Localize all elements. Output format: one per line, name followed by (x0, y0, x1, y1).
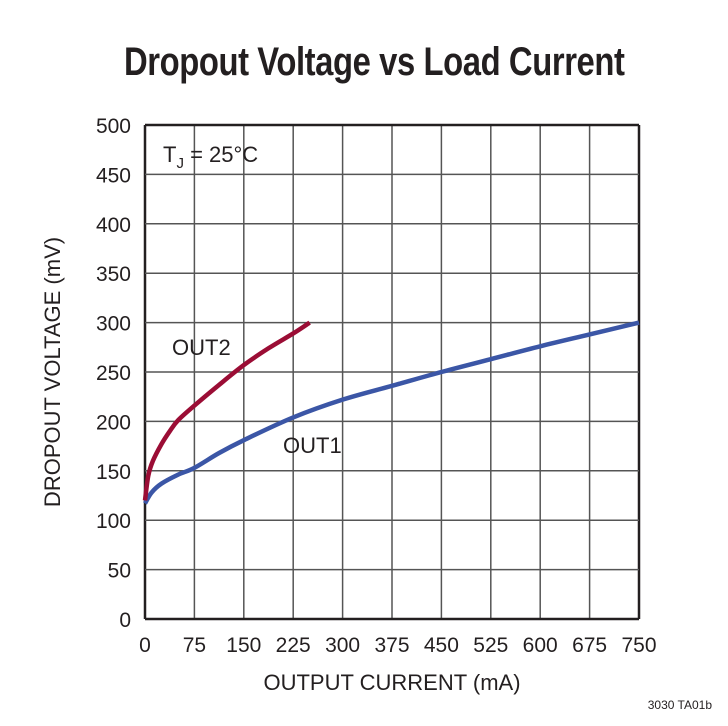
series-label-out1: OUT1 (283, 433, 342, 458)
y-tick-label: 400 (96, 214, 131, 237)
y-tick-label: 500 (96, 115, 131, 138)
y-tick-label: 450 (96, 164, 131, 187)
x-tick-label: 675 (572, 634, 607, 657)
y-axis-label: DROPOUT VOLTAGE (mV) (40, 237, 65, 507)
x-tick-label: 750 (621, 634, 656, 657)
x-tick-label: 0 (139, 634, 151, 657)
y-tick-label: 200 (96, 411, 131, 434)
figure-code: 3030 TA01b (647, 698, 712, 712)
x-tick-label: 600 (523, 634, 558, 657)
y-tick-label: 350 (96, 263, 131, 286)
y-tick-label: 0 (119, 609, 131, 632)
x-tick-label: 150 (226, 634, 261, 657)
x-axis-label: OUTPUT CURRENT (mA) (263, 670, 520, 695)
x-tick-label: 375 (374, 634, 409, 657)
y-tick-label: 300 (96, 313, 131, 336)
series-line-out1 (143, 320, 640, 505)
x-tick-label: 75 (183, 634, 206, 657)
series-label-out2: OUT2 (172, 335, 231, 360)
temperature-annotation: TJ = 25°C (163, 142, 258, 172)
x-tick-label: 300 (325, 634, 360, 657)
x-tick-label: 225 (276, 634, 311, 657)
y-tick-label: 250 (96, 362, 131, 385)
y-tick-label: 150 (96, 461, 131, 484)
x-tick-label: 525 (473, 634, 508, 657)
x-tick-label: 450 (424, 634, 459, 657)
series-line-out2 (142, 320, 311, 501)
chart-title: Dropout Voltage vs Load Current (123, 40, 625, 84)
y-tick-label: 50 (108, 560, 131, 583)
y-tick-label: 100 (96, 510, 131, 533)
